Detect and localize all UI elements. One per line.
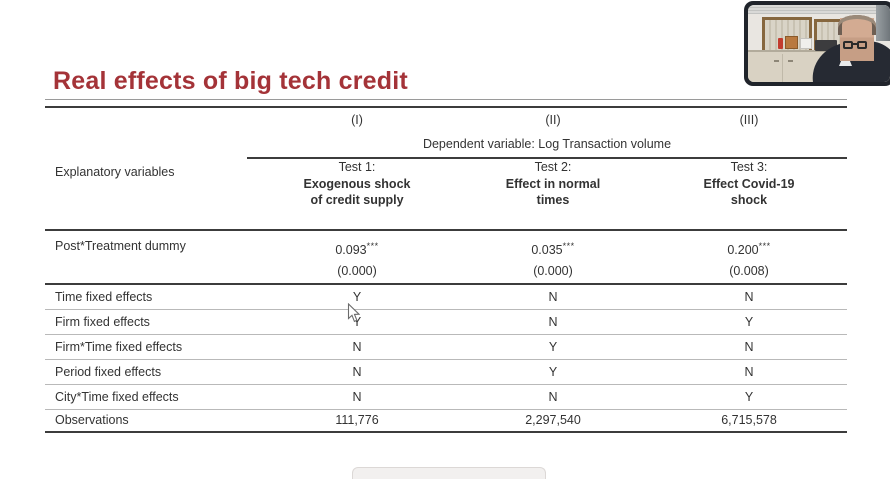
standard-error-cell-1: (0.000): [337, 264, 377, 278]
red-desk-item: [778, 38, 783, 49]
coefficient-cell-2: 0.035***: [531, 241, 575, 257]
presenter-glasses: [843, 41, 870, 50]
column-number-2: (II): [545, 113, 561, 127]
row-value: N: [352, 365, 362, 379]
standard-error-spacer: [45, 261, 259, 283]
coefficient-cell-1: 0.093***: [335, 241, 379, 257]
page-title: Real effects of big tech credit: [53, 66, 408, 95]
dependent-variable-label: Dependent variable: Log Transaction volu…: [422, 137, 672, 151]
table-row: Period fixed effects N Y N: [45, 360, 847, 385]
observations-row: Observations 111,776 2,297,540 6,715,578: [45, 410, 847, 431]
dependent-variable-underline: [247, 157, 847, 159]
glasses-bridge: [852, 43, 858, 45]
window-blind: [876, 5, 890, 41]
row-value: N: [352, 390, 362, 404]
mouse-cursor-icon: [347, 302, 361, 323]
test-3-name: Test 3:: [730, 160, 768, 174]
test-2-desc-line2: times: [536, 193, 570, 207]
row-label: Time fixed effects: [55, 290, 153, 304]
dependent-variable-row: Dependent variable: Log Transaction volu…: [45, 132, 847, 159]
column-number-row: (I) (II) (III): [45, 108, 847, 132]
column-number-spacer: [45, 108, 259, 132]
significance-stars: ***: [366, 241, 379, 251]
significance-stars: ***: [562, 241, 575, 251]
coefficient-section-rule: [45, 283, 847, 285]
row-value: N: [548, 315, 558, 329]
cabinet-handle: [788, 60, 793, 62]
row-value: Y: [548, 365, 558, 379]
regression-results-table: (I) (II) (III) Dependent variable: Log T…: [45, 99, 847, 433]
presenter-video-tile[interactable]: [744, 1, 890, 86]
glasses-lens: [843, 41, 853, 49]
presenter-head: [840, 18, 874, 61]
row-label: Firm fixed effects: [55, 315, 150, 329]
row-label: Period fixed effects: [55, 365, 162, 379]
cabinet-seam: [782, 54, 783, 82]
test-1-desc-line2: of credit supply: [310, 193, 404, 207]
test-3-header: Test 3: Effect Covid-19 shock: [651, 159, 847, 229]
coefficient-row: Post*Treatment dummy 0.093*** 0.035*** 0…: [45, 231, 847, 261]
row-value: N: [744, 340, 754, 354]
small-picture-item: [785, 36, 798, 49]
test-3-desc-line2: shock: [730, 193, 768, 207]
test-2-header: Test 2: Effect in normal times: [455, 159, 651, 229]
significance-stars: ***: [758, 241, 771, 251]
row-value: Y: [352, 315, 362, 329]
dark-desk-device: [815, 40, 837, 51]
table-top-thin-rule: [45, 99, 847, 100]
header-bottom-rule: [45, 229, 847, 231]
test-1-name: Test 1:: [338, 160, 376, 174]
row-value: 111,776: [335, 413, 379, 427]
row-value: N: [744, 365, 754, 379]
column-number-3: (III): [739, 113, 759, 127]
row-value: 2,297,540: [525, 413, 581, 427]
row-value: Y: [548, 340, 558, 354]
table-top-thick-rule: [45, 106, 847, 108]
presenter-hair: [838, 15, 876, 35]
table-bottom-rule: [45, 431, 847, 433]
standard-error-cell-2: (0.000): [533, 264, 573, 278]
row-value: Y: [352, 290, 362, 304]
row-value: N: [548, 390, 558, 404]
row-value: N: [548, 290, 558, 304]
row-label: Observations: [55, 413, 129, 427]
test-1-desc-line1: Exogenous shock: [303, 176, 411, 191]
table-row: Firm*Time fixed effects N Y N: [45, 335, 847, 360]
explanatory-variables-label: Explanatory variables: [55, 165, 175, 179]
test-2-name: Test 2:: [534, 160, 572, 174]
table-row: City*Time fixed effects N N Y: [45, 385, 847, 410]
row-label: City*Time fixed effects: [55, 390, 179, 404]
test-2-desc-line1: Effect in normal: [505, 176, 601, 191]
standard-error-row: (0.000) (0.000) (0.008): [45, 261, 847, 283]
row-value: N: [744, 290, 754, 304]
bottom-toolbar[interactable]: [352, 467, 546, 479]
glasses-lens: [857, 41, 867, 49]
row-value: Y: [744, 315, 754, 329]
test-1-header: Test 1: Exogenous shock of credit supply: [259, 159, 455, 229]
test-header-row: Explanatory variables Test 1: Exogenous …: [45, 159, 847, 229]
cabinet-handle: [774, 60, 779, 62]
row-value: N: [352, 340, 362, 354]
coefficient-row-label: Post*Treatment dummy: [55, 239, 186, 253]
column-number-1: (I): [351, 113, 363, 127]
office-ceiling: [748, 5, 890, 14]
white-photo-frame: [800, 38, 812, 49]
test-3-desc-line1: Effect Covid-19: [703, 176, 795, 191]
table-row: Firm fixed effects Y N Y: [45, 310, 847, 335]
row-label: Firm*Time fixed effects: [55, 340, 183, 354]
row-value: 6,715,578: [721, 413, 777, 427]
row-value: Y: [744, 390, 754, 404]
coefficient-cell-3: 0.200***: [727, 241, 771, 257]
table-row: Time fixed effects Y N N: [45, 285, 847, 310]
presenter-video-frame: [748, 5, 890, 82]
standard-error-cell-3: (0.008): [729, 264, 769, 278]
